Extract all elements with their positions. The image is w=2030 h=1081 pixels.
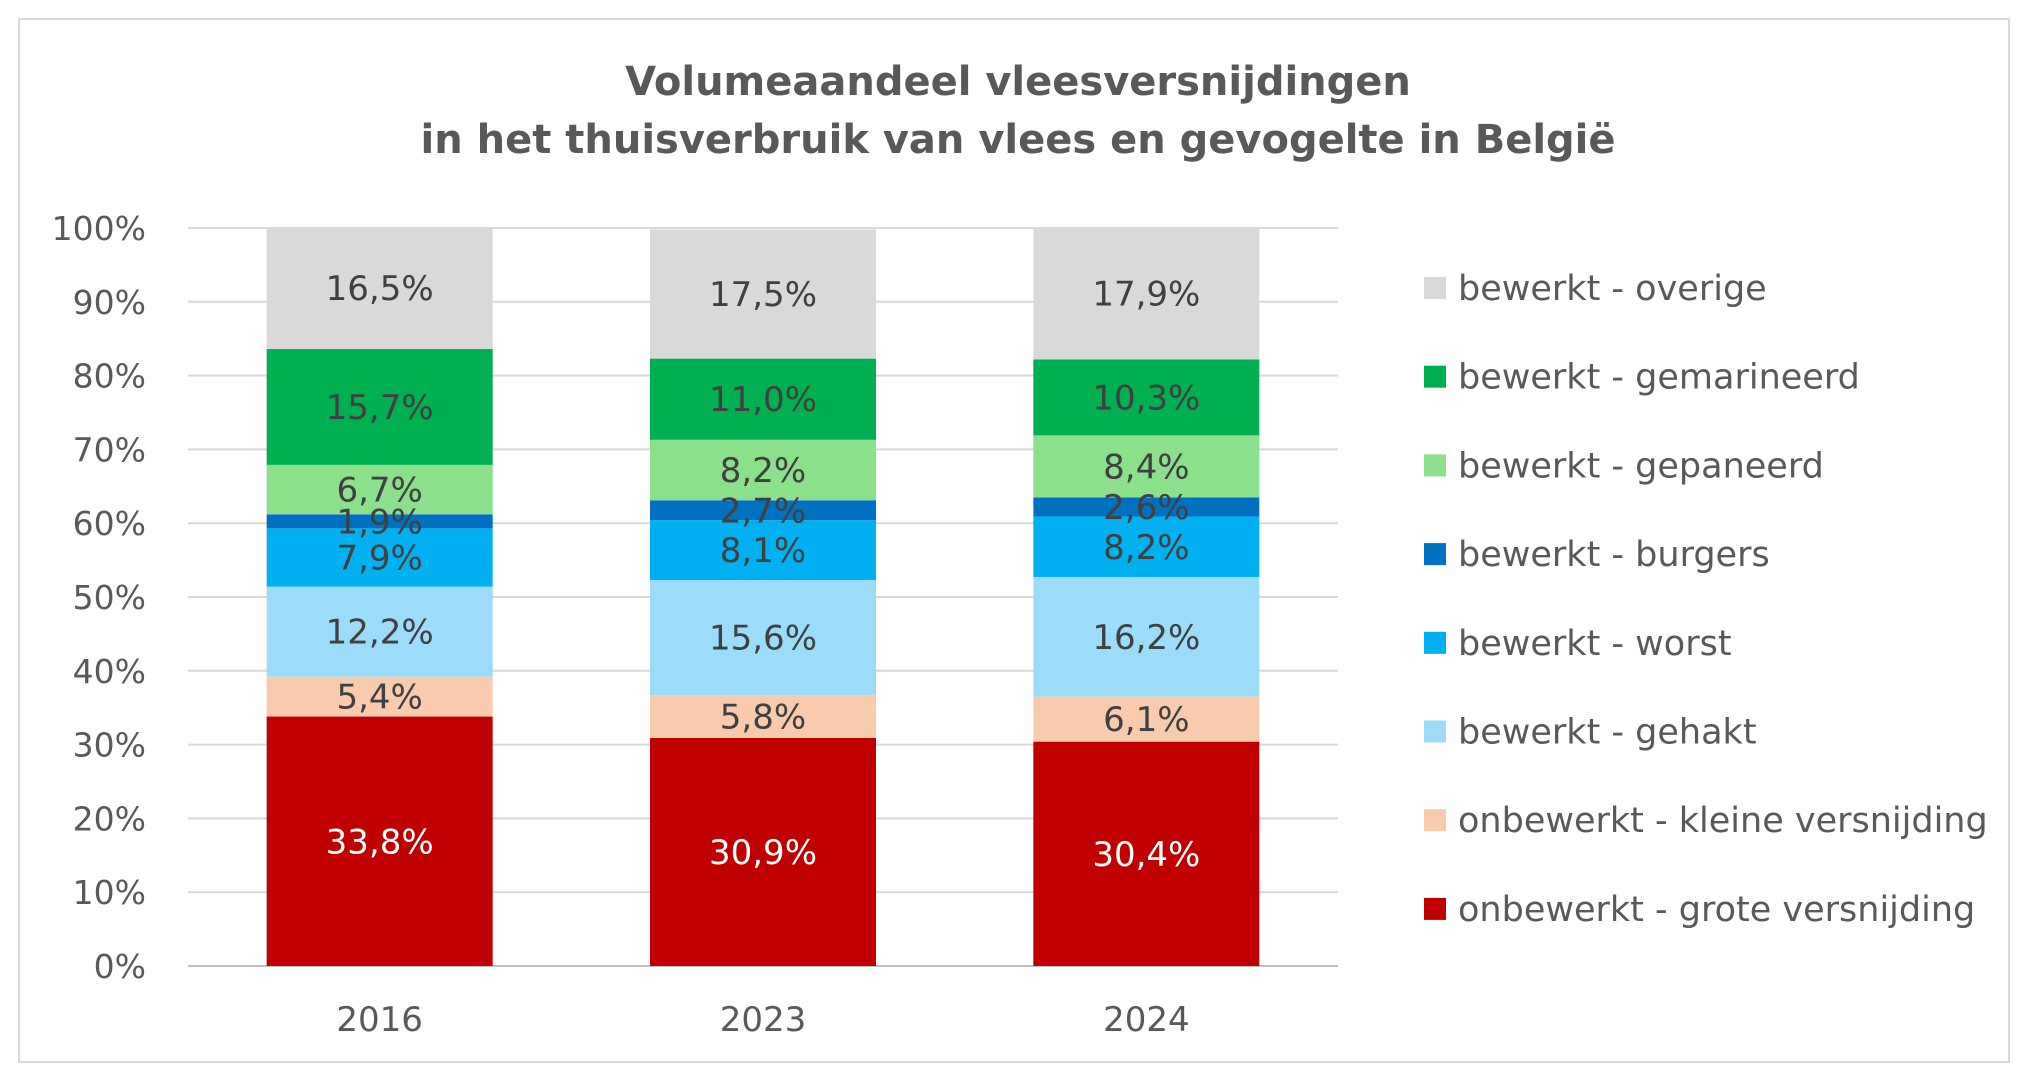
data-label: 30,4%	[1092, 835, 1200, 875]
legend-label: bewerkt - worst	[1458, 624, 1732, 664]
legend-swatch	[1424, 454, 1446, 477]
y-tick-label: 50%	[73, 578, 146, 617]
bar-segment	[1033, 516, 1260, 578]
legend-label: bewerkt - gepaneerd	[1458, 446, 1824, 486]
y-tick-label: 90%	[73, 283, 146, 322]
x-category-label: 2024	[1103, 1000, 1190, 1040]
bar-segment	[1033, 497, 1260, 517]
bar-segment	[650, 439, 876, 501]
bar-segment	[1033, 696, 1260, 742]
x-category-label: 2016	[336, 1000, 423, 1040]
bar-segment	[650, 737, 876, 966]
data-label: 17,5%	[709, 275, 817, 315]
y-tick-label: 100%	[52, 209, 146, 248]
data-label: 30,9%	[709, 833, 817, 873]
bar-segment	[266, 227, 493, 350]
bar-segment	[266, 514, 493, 529]
legend-swatch	[1424, 277, 1446, 299]
legend-swatch	[1424, 809, 1446, 832]
legend-swatch	[1424, 543, 1446, 566]
data-label: 7,9%	[336, 539, 422, 579]
y-tick-label: 40%	[73, 652, 146, 691]
data-label: 10,3%	[1092, 378, 1200, 418]
data-label: 5,8%	[720, 698, 806, 738]
data-label: 8,2%	[1103, 528, 1189, 568]
y-tick-label: 60%	[73, 504, 146, 543]
legend-swatch	[1424, 365, 1446, 388]
data-label: 33,8%	[326, 822, 434, 862]
y-tick-label: 80%	[73, 357, 146, 396]
legend-item: onbewerkt - grote versnijding	[1424, 890, 1975, 930]
data-label: 8,2%	[720, 451, 806, 491]
bar-segment	[266, 716, 493, 966]
bars	[266, 227, 1260, 966]
y-tick-label: 10%	[73, 873, 146, 912]
data-label: 1,9%	[336, 502, 422, 542]
bar-segment	[1033, 359, 1260, 436]
legend-label: onbewerkt - kleine versnijding	[1458, 801, 1988, 841]
bar-segment	[1033, 227, 1260, 360]
legend-item: bewerkt - gehakt	[1424, 713, 1757, 753]
legend-label: bewerkt - overige	[1458, 269, 1767, 309]
bar-segment	[266, 676, 493, 717]
data-label: 2,6%	[1103, 488, 1189, 528]
data-labels: 33,8% 5,4% 12,2% 7,9%1,9%6,7% 15,7% 16,5% 30,9…	[326, 269, 1201, 875]
legend-swatch	[1424, 897, 1446, 920]
legend: bewerkt - overige bewerkt - gemarineerd be…	[1424, 269, 1988, 930]
legend-swatch	[1424, 720, 1446, 743]
data-label: 2,7%	[720, 491, 806, 531]
bar-segment	[1033, 577, 1260, 697]
bar-segment	[266, 528, 493, 587]
data-label: 11,0%	[709, 380, 817, 420]
legend-label: onbewerkt - grote versnijding	[1458, 890, 1975, 930]
legend-item: bewerkt - burgers	[1424, 535, 1770, 575]
data-label: 8,4%	[1103, 447, 1189, 487]
legend-label: bewerkt - gehakt	[1458, 713, 1757, 753]
chart-subtitle: in het thuisverbruik van vlees en gevoge…	[420, 117, 1615, 163]
chart-title: Volumeaandeel vleesversnijdingen	[625, 59, 1411, 105]
legend-item: bewerkt - gemarineerd	[1424, 358, 1860, 398]
data-label: 15,7%	[326, 388, 434, 428]
data-label: 15,6%	[709, 619, 817, 659]
bar-segment	[650, 500, 876, 521]
bar-segment	[1033, 741, 1260, 966]
bar-segment	[266, 349, 493, 465]
bar-segment	[650, 229, 876, 359]
data-label: 16,2%	[1092, 618, 1200, 658]
legend-item: bewerkt - gepaneerd	[1424, 446, 1824, 486]
bar-segment	[266, 586, 493, 677]
bar-segment	[650, 358, 876, 440]
legend-item: bewerkt - worst	[1424, 624, 1732, 664]
y-axis-ticks: 0% 10% 20% 30% 40% 50% 60% 70% 80% 90% 100%	[52, 209, 146, 986]
legend-label: bewerkt - gemarineerd	[1458, 358, 1860, 398]
x-axis-categories: 2016 2023 2024	[336, 1000, 1189, 1040]
bar-segment	[266, 464, 493, 515]
data-label: 8,1%	[720, 531, 806, 571]
data-label: 16,5%	[326, 269, 434, 309]
y-tick-label: 70%	[73, 430, 146, 469]
y-tick-label: 0%	[94, 947, 146, 986]
y-tick-label: 30%	[73, 726, 146, 765]
bar-segment	[1033, 435, 1260, 498]
data-label: 5,4%	[336, 678, 422, 718]
bar-segment	[650, 695, 876, 738]
legend-swatch	[1424, 631, 1446, 654]
y-tick-label: 20%	[73, 799, 146, 838]
x-category-label: 2023	[720, 1000, 807, 1040]
bar-segment	[650, 520, 876, 581]
data-label: 17,9%	[1092, 274, 1200, 314]
legend-item: onbewerkt - kleine versnijding	[1424, 801, 1988, 841]
bar-segment	[650, 580, 876, 696]
legend-label: bewerkt - burgers	[1458, 535, 1770, 575]
legend-item: bewerkt - overige	[1424, 269, 1767, 309]
data-label: 6,1%	[1103, 700, 1189, 740]
data-label: 12,2%	[326, 613, 434, 653]
data-label: 6,7%	[336, 471, 422, 511]
